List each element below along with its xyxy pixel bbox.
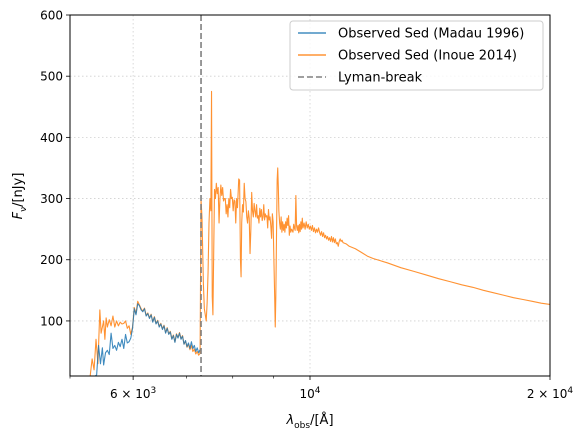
y-tick-label: 500 — [40, 70, 63, 84]
y-tick-label: 200 — [40, 253, 63, 267]
y-tick-label: 400 — [40, 131, 63, 145]
x-tick-exponent: 4 — [567, 386, 573, 396]
series-line-madau — [94, 303, 201, 376]
x-tick-exponent: 3 — [151, 386, 157, 396]
x-tick-label: 2 × 104 — [527, 386, 574, 401]
y-tick-label: 600 — [40, 9, 63, 23]
legend: Observed Sed (Madau 1996) Observed Sed (… — [289, 20, 544, 91]
legend-label-lyman: Lyman-break — [338, 71, 423, 86]
y-tick-label: 100 — [40, 314, 63, 328]
y-tick-label: 300 — [40, 192, 63, 206]
x-tick-mantissa: 10 — [299, 387, 314, 401]
x-tick-label: 104 — [299, 386, 320, 401]
series-layer — [89, 15, 550, 376]
x-tick-exponent: 4 — [315, 386, 321, 396]
x-tick-label: 6 × 103 — [110, 386, 156, 401]
x-axis-label: λobs/[Å] — [285, 412, 333, 431]
legend-label-madau: Observed Sed (Madau 1996) — [338, 27, 524, 42]
y-axis-label: Fν/[nJy] — [11, 173, 29, 220]
x-tick-mantissa: 2 × 10 — [527, 387, 568, 401]
x-tick-mantissa: 6 × 10 — [110, 387, 151, 401]
legend-label-inoue: Observed Sed (Inoue 2014) — [338, 49, 517, 64]
legend-box — [289, 20, 544, 91]
